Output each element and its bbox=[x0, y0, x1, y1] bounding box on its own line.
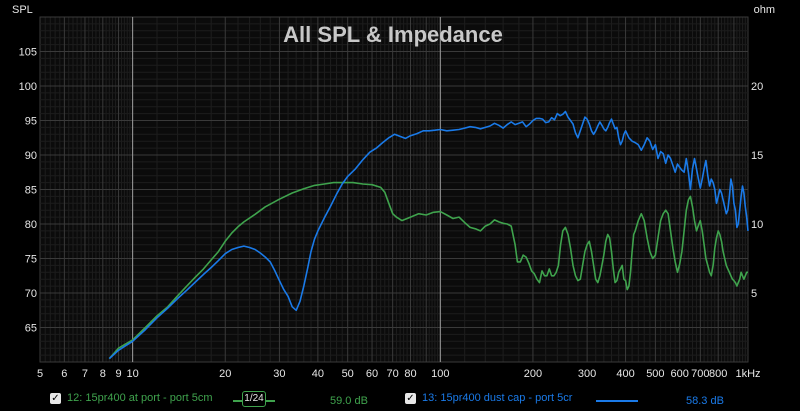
reference-lines bbox=[132, 17, 441, 362]
y-tick-label: 100 bbox=[19, 81, 37, 93]
series-13-value: 58.3 dB bbox=[686, 395, 724, 407]
series-12-value: 59.0 dB bbox=[330, 395, 368, 407]
x-tick-label: 100 bbox=[431, 368, 449, 380]
x-tick-label: 10 bbox=[126, 368, 138, 380]
y-tick-label: 95 bbox=[25, 116, 37, 128]
x-tick-label: 200 bbox=[524, 368, 542, 380]
series-13-checkbox[interactable]: ✓ bbox=[405, 392, 416, 404]
series-13-line-swatch bbox=[596, 400, 638, 402]
y-axis-label: SPL bbox=[12, 4, 33, 16]
y-tick-label: 75 bbox=[25, 254, 37, 266]
chart-title: All SPL & Impedance bbox=[283, 22, 503, 47]
y-tick-label: 90 bbox=[25, 150, 37, 162]
x-tick-label: 7 bbox=[82, 368, 88, 380]
y2-tick-label: 5 bbox=[751, 288, 757, 300]
x-tick-label: 50 bbox=[342, 368, 354, 380]
x-tick-label: 800 bbox=[709, 368, 727, 380]
smoothing-value: 1/24 bbox=[244, 393, 264, 404]
y2-tick-label: 10 bbox=[751, 219, 763, 231]
x-tick-label: 500 bbox=[646, 368, 664, 380]
legend-item-12[interactable]: ✓ 12: 15pr400 at port - port 5cm bbox=[50, 392, 213, 404]
x-tick-label: 6 bbox=[61, 368, 67, 380]
x-tick-label: 8 bbox=[100, 368, 106, 380]
tick-labels: 5 6 7 8 9 10 20 30 40 50 60 70 80 100 200 300 400 500 600 7… bbox=[19, 47, 764, 381]
smoothing-badge[interactable]: 1/24 bbox=[242, 391, 266, 407]
y-tick-label: 85 bbox=[25, 185, 37, 197]
x-tick-label: 80 bbox=[404, 368, 416, 380]
x-tick-label: 400 bbox=[616, 368, 634, 380]
series-line-2 bbox=[108, 110, 749, 360]
x-tick-label: 40 bbox=[312, 368, 324, 380]
x-tick-label: 70 bbox=[387, 368, 399, 380]
y2-tick-label: 20 bbox=[751, 81, 763, 93]
y-tick-label: 105 bbox=[19, 47, 37, 59]
y-tick-label: 70 bbox=[25, 288, 37, 300]
x-tick-label: 600 bbox=[671, 368, 689, 380]
series-line-1 bbox=[108, 181, 748, 360]
legend-bar: ✓ 12: 15pr400 at port - port 5cm 1/24 59… bbox=[0, 388, 800, 411]
x-tick-label: 60 bbox=[366, 368, 378, 380]
series-13-label: 13: 15pr400 dust cap - port 5cr bbox=[422, 392, 573, 404]
x-tick-label: 20 bbox=[219, 368, 231, 380]
series-12-label: 12: 15pr400 at port - port 5cm bbox=[67, 392, 213, 404]
legend-item-13[interactable]: ✓ 13: 15pr400 dust cap - port 5cr bbox=[405, 392, 572, 404]
x-tick-label: 9 bbox=[115, 368, 121, 380]
series-group bbox=[108, 110, 749, 360]
x-tick-label: 300 bbox=[578, 368, 596, 380]
x-tick-label: 30 bbox=[273, 368, 285, 380]
y-tick-label: 80 bbox=[25, 219, 37, 231]
x-tick-label: 700 bbox=[691, 368, 709, 380]
x-tick-label: 1kHz bbox=[735, 368, 760, 380]
series-12-checkbox[interactable]: ✓ bbox=[50, 392, 61, 404]
x-tick-label: 5 bbox=[37, 368, 43, 380]
y2-axis-label: ohm bbox=[754, 4, 775, 16]
y-tick-label: 65 bbox=[25, 323, 37, 335]
y2-tick-label: 15 bbox=[751, 150, 763, 162]
